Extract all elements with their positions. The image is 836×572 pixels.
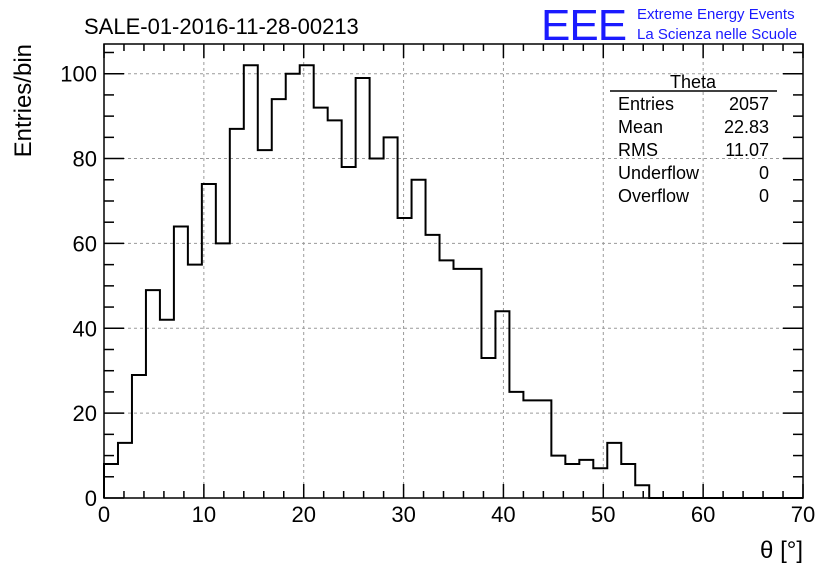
histogram-bin — [523, 400, 537, 498]
histogram-outline — [103, 64, 803, 499]
stats-box-title: Theta — [670, 72, 717, 92]
logo-line1: Extreme Energy Events — [637, 6, 795, 23]
histogram-bin — [398, 218, 412, 498]
logo-mark: EEE — [541, 1, 626, 50]
histogram-bin — [607, 443, 621, 498]
histogram-bin — [132, 375, 146, 498]
stats-row-label: Overflow — [618, 186, 690, 206]
logo-line2: La Scienza nelle Scuole — [637, 26, 797, 43]
y-tick-labels: 0 20 40 60 80 100 — [60, 62, 97, 511]
histogram-bin — [230, 129, 244, 498]
histogram-bin — [286, 74, 300, 498]
stats-row-value: 0 — [759, 163, 769, 183]
stats-row-label: RMS — [618, 140, 658, 160]
stats-row-label: Underflow — [618, 163, 700, 183]
histogram-bin — [440, 260, 454, 498]
histogram-bin — [495, 311, 509, 498]
histogram-bin — [314, 108, 328, 498]
x-tick-labels: 0 10 20 30 40 50 60 70 — [98, 502, 815, 527]
grid — [104, 44, 803, 498]
histogram-bin — [635, 485, 649, 498]
chart-title: SALE-01-2016-11-28-00213 — [84, 14, 359, 39]
histogram-bin — [454, 269, 468, 498]
histogram-bin — [481, 358, 495, 498]
histogram-bin — [565, 464, 579, 498]
histogram-bin — [509, 392, 523, 498]
histogram-bin — [356, 78, 370, 498]
histogram-bin — [412, 180, 426, 498]
stats-row-value: 11.07 — [725, 140, 769, 160]
eee-logo: EEE Extreme Energy Events La Scienza nel… — [541, 1, 797, 50]
histogram-bin — [328, 120, 342, 498]
histogram-bin — [426, 235, 440, 498]
stats-row-label: Mean — [618, 117, 663, 137]
stats-row-value: 0 — [759, 186, 769, 206]
plot-frame — [103, 43, 804, 499]
x-tick-label: 20 — [291, 502, 315, 527]
axis-ticks — [103, 44, 804, 499]
x-tick-label: 10 — [192, 502, 216, 527]
stats-row-label: Entries — [618, 94, 674, 114]
stats-row-value: 2057 — [729, 94, 769, 114]
histogram-bin — [593, 468, 607, 498]
stats-box: Theta Entries 2057 Mean 22.83 RMS 11.07 Underf… — [610, 72, 777, 206]
histogram-bin — [188, 265, 202, 498]
histogram-bin — [467, 269, 481, 498]
x-axis-label: θ [°] — [760, 537, 803, 564]
x-tick-label: 30 — [391, 502, 415, 527]
y-tick-label: 40 — [73, 316, 97, 341]
x-tick-label: 40 — [491, 502, 515, 527]
histogram-bin — [384, 137, 398, 498]
histogram-bin — [258, 150, 272, 498]
histogram-bin — [537, 400, 551, 498]
y-tick-label: 20 — [73, 401, 97, 426]
x-tick-label: 50 — [591, 502, 615, 527]
histogram-bin — [146, 290, 160, 498]
histogram-bin — [342, 167, 356, 498]
histogram-bin — [216, 243, 230, 498]
histogram-bin — [244, 65, 258, 498]
histogram-bin — [160, 320, 174, 498]
stats-row-value: 22.83 — [724, 117, 769, 137]
histogram-bin — [300, 65, 314, 498]
histogram-bin — [118, 443, 132, 498]
x-tick-label: 0 — [98, 502, 110, 527]
y-tick-label: 100 — [60, 62, 97, 87]
y-tick-label: 60 — [73, 231, 97, 256]
x-tick-label: 70 — [791, 502, 815, 527]
histogram-bins — [104, 65, 649, 498]
y-tick-label: 0 — [85, 486, 97, 511]
stats-box-rows: Entries 2057 Mean 22.83 RMS 11.07 Underflow 0 Ov… — [618, 94, 769, 206]
y-tick-label: 80 — [73, 147, 97, 172]
x-tick-label: 60 — [691, 502, 715, 527]
histogram-bin — [579, 460, 593, 498]
histogram-bin — [104, 464, 118, 498]
histogram-bin — [174, 226, 188, 498]
y-axis-label: Entries/bin — [10, 44, 37, 157]
